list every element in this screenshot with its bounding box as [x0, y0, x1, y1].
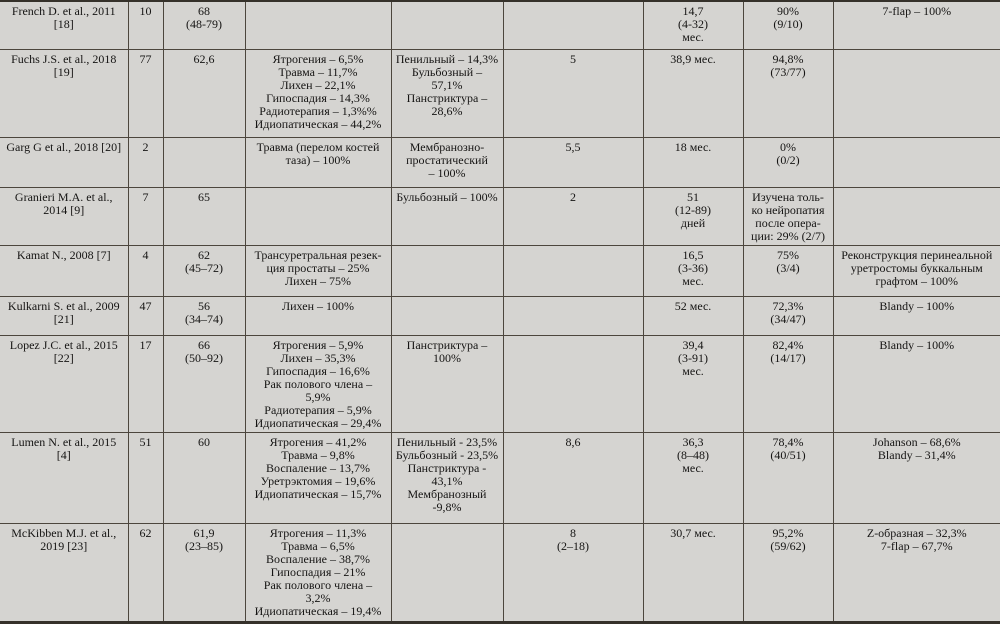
- stricture-localization-cell: Пенильный - 23,5% Бульбозный - 23,5% Пан…: [390, 431, 504, 524]
- stricture-length-cell: [502, 244, 644, 297]
- success-rate-cell: 72,3% (34/47): [742, 295, 834, 336]
- stricture-length-cell: 8 (2–18): [502, 522, 644, 623]
- patients-count-cell: 2: [127, 136, 164, 188]
- follow-up-cell: 39,4 (3-91) мес.: [642, 334, 744, 433]
- etiology-cell: Травма (перелом костей таза) – 100%: [244, 136, 392, 188]
- etiology-cell: [244, 0, 392, 50]
- table-row: McKibben M.J. et al., 2019 [23] 62 61,9 (2…: [0, 522, 1000, 623]
- patients-count-cell: 4: [127, 244, 164, 297]
- study-citation-cell: McKibben M.J. et al., 2019 [23]: [0, 522, 129, 623]
- patients-count-cell: 10: [127, 0, 164, 50]
- etiology-cell: Лихен – 100%: [244, 295, 392, 336]
- surgical-technique-cell: Blandy – 100%: [832, 334, 1000, 433]
- success-rate-cell: Изучена толь- ко нейропатия после опера-…: [742, 186, 834, 246]
- stricture-localization-cell: Мембранозно- простатический – 100%: [390, 136, 504, 188]
- mean-age-cell: 66 (50–92): [162, 334, 246, 433]
- surgical-technique-cell: Реконструкция перинеальной уретростомы б…: [832, 244, 1000, 297]
- success-rate-cell: 78,4% (40/51): [742, 431, 834, 524]
- mean-age-cell: 62,6: [162, 48, 246, 138]
- success-rate-cell: 0% (0/2): [742, 136, 834, 188]
- stricture-length-cell: [502, 0, 644, 50]
- study-citation-cell: Garg G et al., 2018 [20]: [0, 136, 129, 188]
- study-citation-cell: Lopez J.C. et al., 2015 [22]: [0, 334, 129, 433]
- stricture-localization-cell: [390, 522, 504, 623]
- table-row: Fuchs J.S. et al., 2018 [19] 77 62,6 Ятроге…: [0, 48, 1000, 138]
- follow-up-cell: 51 (12-89) дней: [642, 186, 744, 246]
- patients-count-cell: 7: [127, 186, 164, 246]
- success-rate-cell: 75% (3/4): [742, 244, 834, 297]
- surgical-technique-cell: Blandy – 100%: [832, 295, 1000, 336]
- follow-up-cell: 38,9 мес.: [642, 48, 744, 138]
- stricture-length-cell: [502, 334, 644, 433]
- study-citation-cell: Kamat N., 2008 [7]: [0, 244, 129, 297]
- stricture-length-cell: [502, 295, 644, 336]
- study-citation-cell: Lumen N. et al., 2015 [4]: [0, 431, 129, 524]
- table-row: Kamat N., 2008 [7] 4 62 (45–72) Трансуретра…: [0, 244, 1000, 297]
- surgical-technique-cell: [832, 186, 1000, 246]
- etiology-cell: Ятрогения – 11,3% Травма – 6,5% Воспален…: [244, 522, 392, 623]
- mean-age-cell: 68 (48-79): [162, 0, 246, 50]
- mean-age-cell: 61,9 (23–85): [162, 522, 246, 623]
- table-row: Kulkarni S. et al., 2009 [21] 47 56 (34–74…: [0, 295, 1000, 336]
- follow-up-cell: 18 мес.: [642, 136, 744, 188]
- surgical-technique-cell: Johanson – 68,6% Blandy – 31,4%: [832, 431, 1000, 524]
- follow-up-cell: 36,3 (8–48) мес.: [642, 431, 744, 524]
- follow-up-cell: 14,7 (4-32) мес.: [642, 0, 744, 50]
- study-citation-cell: Granieri M.A. et al., 2014 [9]: [0, 186, 129, 246]
- table-row: Lopez J.C. et al., 2015 [22] 17 66 (50–92)…: [0, 334, 1000, 433]
- patients-count-cell: 17: [127, 334, 164, 433]
- surgical-technique-cell: Z-образная – 32,3% 7-flap – 67,7%: [832, 522, 1000, 623]
- stricture-localization-cell: Панстриктура – 100%: [390, 334, 504, 433]
- patients-count-cell: 77: [127, 48, 164, 138]
- patients-count-cell: 51: [127, 431, 164, 524]
- etiology-cell: Трансуретральная резек- ция простаты – 2…: [244, 244, 392, 297]
- etiology-cell: Ятрогения – 41,2% Травма – 9,8% Воспален…: [244, 431, 392, 524]
- stricture-localization-cell: [390, 0, 504, 50]
- mean-age-cell: 65: [162, 186, 246, 246]
- stricture-localization-cell: [390, 244, 504, 297]
- patients-count-cell: 62: [127, 522, 164, 623]
- study-citation-cell: Kulkarni S. et al., 2009 [21]: [0, 295, 129, 336]
- table-row: Lumen N. et al., 2015 [4] 51 60 Ятрогения –…: [0, 431, 1000, 524]
- stricture-length-cell: 8,6: [502, 431, 644, 524]
- success-rate-cell: 94,8% (73/77): [742, 48, 834, 138]
- stricture-localization-cell: Пенильный – 14,3% Бульбозный – 57,1% Пан…: [390, 48, 504, 138]
- surgical-technique-cell: [832, 48, 1000, 138]
- patients-count-cell: 47: [127, 295, 164, 336]
- follow-up-cell: 16,5 (3-36) мес.: [642, 244, 744, 297]
- surgical-technique-cell: 7-flap – 100%: [832, 0, 1000, 50]
- stricture-length-cell: 5,5: [502, 136, 644, 188]
- table-row: Granieri M.A. et al., 2014 [9] 7 65 Бульбоз…: [0, 186, 1000, 246]
- follow-up-cell: 30,7 мес.: [642, 522, 744, 623]
- success-rate-cell: 95,2% (59/62): [742, 522, 834, 623]
- success-rate-cell: 90% (9/10): [742, 0, 834, 50]
- mean-age-cell: 60: [162, 431, 246, 524]
- etiology-cell: [244, 186, 392, 246]
- mean-age-cell: 56 (34–74): [162, 295, 246, 336]
- follow-up-cell: 52 мес.: [642, 295, 744, 336]
- table-row: French D. et al., 2011 [18] 10 68 (48-79) 1…: [0, 0, 1000, 50]
- stricture-localization-cell: [390, 295, 504, 336]
- mean-age-cell: 62 (45–72): [162, 244, 246, 297]
- etiology-cell: Ятрогения – 5,9% Лихен – 35,3% Гипоспади…: [244, 334, 392, 433]
- stricture-length-cell: 5: [502, 48, 644, 138]
- success-rate-cell: 82,4% (14/17): [742, 334, 834, 433]
- table-row: Garg G et al., 2018 [20] 2 Травма (перелом…: [0, 136, 1000, 188]
- mean-age-cell: [162, 136, 246, 188]
- stricture-localization-cell: Бульбозный – 100%: [390, 186, 504, 246]
- surgical-technique-cell: [832, 136, 1000, 188]
- study-citation-cell: French D. et al., 2011 [18]: [0, 0, 129, 50]
- stricture-length-cell: 2: [502, 186, 644, 246]
- etiology-cell: Ятрогения – 6,5% Травма – 11,7% Лихен – …: [244, 48, 392, 138]
- study-citation-cell: Fuchs J.S. et al., 2018 [19]: [0, 48, 129, 138]
